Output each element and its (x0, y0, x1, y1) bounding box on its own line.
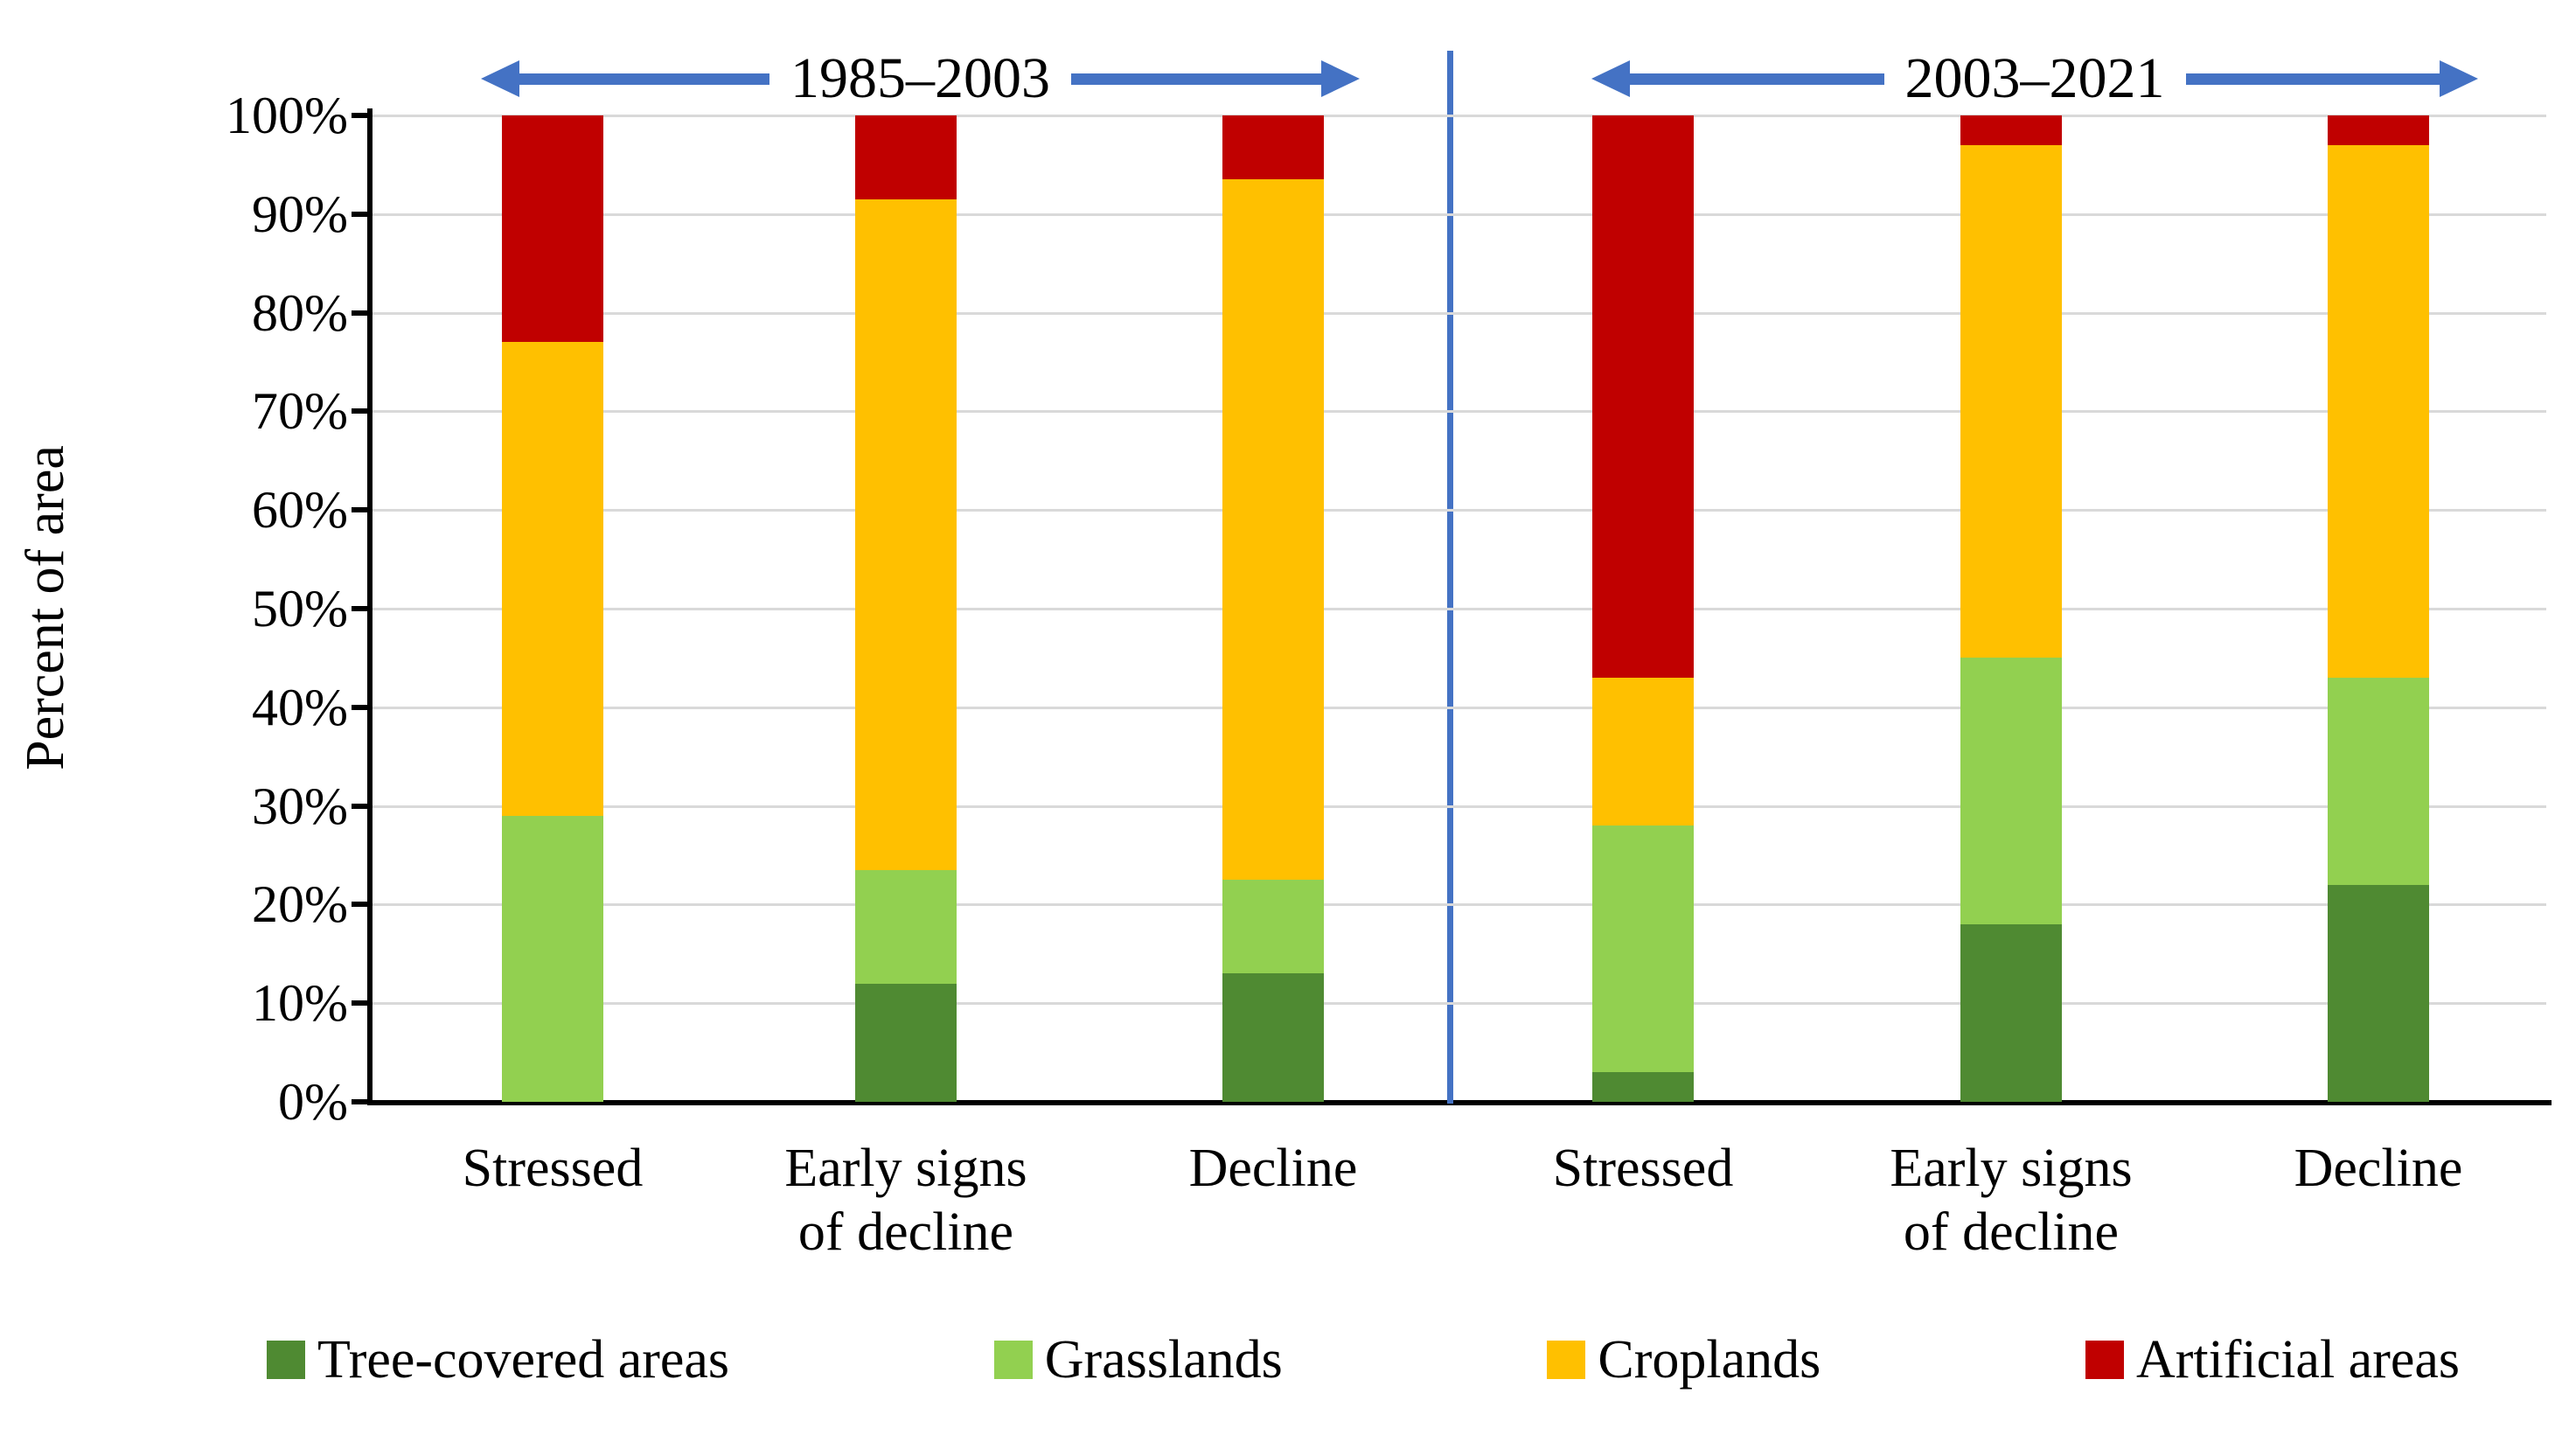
y-tick-label: 0% (278, 1073, 348, 1131)
period-label-2: 2003–2021 (1904, 46, 2165, 110)
gridline (372, 608, 2546, 610)
segment-artificial-areas (2328, 115, 2429, 145)
segment-grasslands (2328, 677, 2429, 885)
x-axis-label: Early signs of decline (784, 1139, 1027, 1263)
gridline (372, 410, 2546, 414)
segment-croplands (502, 342, 603, 816)
segment-artificial-areas (1960, 115, 2062, 145)
x-axis-label: Stressed (1552, 1139, 1734, 1198)
legend-item: Croplands (1547, 1333, 1821, 1387)
segment-croplands (2328, 144, 2429, 678)
legend: Tree-covered areas Grasslands Croplands Art… (267, 1333, 2460, 1387)
y-tick-label: 20% (252, 875, 348, 934)
gridline (372, 115, 2546, 117)
segment-artificial-areas (855, 115, 957, 199)
y-tick-label: 80% (252, 283, 348, 342)
stacked-bar (1960, 115, 2062, 1102)
segment-croplands (1960, 144, 2062, 658)
gridline (372, 706, 2546, 709)
arrow-right-icon (1321, 60, 1360, 97)
y-tick-label: 30% (252, 777, 348, 835)
legend-label: Artificial areas (2135, 1330, 2460, 1390)
segment-tree-covered-areas (1592, 1072, 1694, 1102)
y-tick-label: 60% (252, 481, 348, 540)
stacked-bar (855, 115, 957, 1102)
legend-swatch (267, 1341, 305, 1379)
arrow-shaft (1071, 73, 1321, 85)
segment-croplands (1592, 677, 1694, 826)
gridline (372, 903, 2546, 907)
segment-artificial-areas (1222, 115, 1324, 180)
y-tick-mark (352, 704, 369, 710)
y-tick-label: 70% (252, 382, 348, 441)
legend-label: Grasslands (1044, 1330, 1283, 1390)
y-tick-mark (352, 310, 369, 316)
segment-artificial-areas (1592, 115, 1694, 678)
y-tick-label: 40% (252, 678, 348, 736)
legend-item: Tree-covered areas (267, 1333, 729, 1387)
y-tick-label: 90% (252, 185, 348, 243)
segment-croplands (1222, 179, 1324, 881)
segment-grasslands (1222, 880, 1324, 974)
segment-grasslands (1592, 826, 1694, 1073)
gridline (372, 805, 2546, 808)
period-arrow-2003-2021: 2003–2021 (1591, 49, 2478, 108)
y-tick-mark (352, 211, 369, 217)
arrow-right-icon (2440, 60, 2478, 97)
y-tick-mark (352, 606, 369, 611)
y-tick-mark (352, 113, 369, 118)
y-tick-mark (352, 1000, 369, 1007)
gridline (372, 311, 2546, 315)
y-tick-mark (352, 902, 369, 908)
x-axis-label: Decline (1188, 1139, 1358, 1198)
segment-grasslands (1960, 658, 2062, 924)
stacked-bar (1592, 115, 1694, 1102)
stacked-bar (2328, 115, 2429, 1102)
x-axis-label: Early signs of decline (1890, 1139, 2133, 1263)
legend-item: Grasslands (993, 1330, 1283, 1390)
segment-tree-covered-areas (1222, 973, 1324, 1102)
period-arrow-1985-2003: 1985–2003 (481, 49, 1360, 108)
segment-artificial-areas (502, 115, 603, 343)
period-divider-line (1447, 51, 1453, 1104)
stacked-bar (502, 115, 603, 1102)
segment-tree-covered-areas (2328, 884, 2429, 1102)
segment-grasslands (855, 869, 957, 984)
legend-label: Tree-covered areas (317, 1330, 730, 1390)
y-axis-title: Percent of area (16, 445, 75, 770)
x-axis-label: Decline (2294, 1139, 2463, 1198)
arrow-shaft (2185, 73, 2440, 85)
segment-tree-covered-areas (1960, 923, 2062, 1102)
legend-item: Artificial areas (2085, 1333, 2460, 1387)
legend-label: Croplands (1598, 1330, 1821, 1390)
arrow-left-icon (481, 60, 519, 97)
y-tick-label: 50% (252, 580, 348, 637)
segment-tree-covered-areas (855, 983, 957, 1102)
x-axis-label: Stressed (462, 1139, 644, 1198)
legend-swatch (993, 1341, 1033, 1379)
y-tick-mark (352, 1099, 369, 1104)
x-axis-line (367, 1100, 2552, 1105)
gridline (372, 212, 2546, 216)
y-tick-mark (352, 803, 369, 809)
segment-croplands (855, 199, 957, 870)
gridline (372, 1002, 2546, 1006)
arrow-shaft (519, 73, 769, 85)
y-axis-line (367, 108, 372, 1105)
y-tick-mark (352, 408, 369, 415)
segment-grasslands (502, 815, 603, 1102)
y-tick-mark (352, 507, 369, 513)
arrow-shaft (1630, 73, 1884, 85)
legend-swatch (1547, 1341, 1586, 1379)
period-label-1: 1985–2003 (790, 46, 1050, 110)
y-tick-label: 100% (226, 87, 348, 144)
legend-swatch (2085, 1341, 2124, 1379)
y-tick-label: 10% (252, 974, 348, 1033)
arrow-left-icon (1591, 60, 1630, 97)
gridline (372, 509, 2546, 512)
stacked-bar (1222, 115, 1324, 1102)
